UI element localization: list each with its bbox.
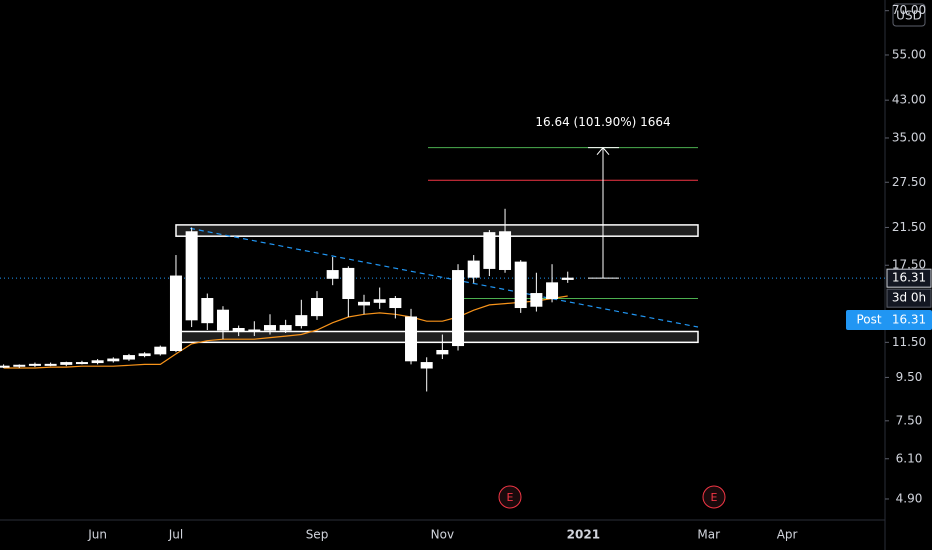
earnings-label: E xyxy=(711,491,718,504)
earnings-circle xyxy=(702,485,726,509)
x-tick-label: Mar xyxy=(697,528,720,542)
post-value: 16.31 xyxy=(892,313,926,327)
candle-body xyxy=(326,270,339,279)
x-tick-label: 2021 xyxy=(567,528,600,542)
measure-label: 16.64 (101.90%) 1664 xyxy=(535,115,670,129)
candle-body xyxy=(389,298,402,309)
countdown-box xyxy=(886,288,932,308)
zone xyxy=(175,224,699,237)
candle-body xyxy=(201,298,214,324)
candle-body xyxy=(311,298,323,317)
candle-body xyxy=(483,232,496,269)
currency-label[interactable]: USD xyxy=(896,9,922,23)
y-tick-label: 4.90 xyxy=(896,491,923,505)
y-tick-label: 11.50 xyxy=(892,335,926,349)
earnings-label: E xyxy=(507,491,514,504)
x-tick-label: Sep xyxy=(306,528,329,542)
candle-body xyxy=(279,325,292,331)
candle-body xyxy=(452,270,465,347)
candle-body xyxy=(138,353,151,357)
candle-body xyxy=(91,360,104,364)
candle-body xyxy=(358,301,371,306)
candle-body xyxy=(28,363,41,366)
last-price-label: 16.31 xyxy=(892,271,926,285)
candle-body xyxy=(436,349,449,355)
earnings-circle xyxy=(498,485,522,509)
x-tick-label: Apr xyxy=(777,528,798,542)
candle-body xyxy=(295,315,308,327)
x-tick-label: Jul xyxy=(168,528,183,542)
post-box xyxy=(846,310,932,330)
x-tick-label: Nov xyxy=(431,528,454,542)
y-tick-label: 6.10 xyxy=(896,451,923,465)
x-tick-label: Jun xyxy=(87,528,107,542)
candle-body xyxy=(75,362,88,365)
candle-body xyxy=(405,316,418,362)
candle-body xyxy=(499,231,512,270)
candle-body xyxy=(216,309,229,331)
y-tick-label: 17.50 xyxy=(892,258,926,272)
y-tick-label: 21.50 xyxy=(892,220,926,234)
candle-body xyxy=(13,364,26,367)
candle-body xyxy=(44,363,57,366)
last-price-box xyxy=(886,268,932,288)
candle-body xyxy=(248,329,261,332)
candle-body xyxy=(263,325,276,331)
candle-body xyxy=(373,299,386,303)
candle-body xyxy=(169,275,182,351)
y-tick-label: 43.00 xyxy=(892,93,926,107)
candle-body xyxy=(420,362,433,369)
post-name: Post xyxy=(856,313,881,327)
candle-body xyxy=(0,365,10,368)
moving-average xyxy=(3,295,568,369)
candle-body xyxy=(546,282,559,300)
candle-body xyxy=(232,328,245,332)
y-tick-label: 55.00 xyxy=(892,47,926,61)
y-tick-label: 7.50 xyxy=(896,413,923,427)
y-tick-label: 9.50 xyxy=(896,370,923,384)
candle-body xyxy=(467,260,480,278)
candle-body xyxy=(122,355,135,360)
candle-body xyxy=(342,267,355,300)
candle-body xyxy=(107,358,120,362)
y-tick-label: 35.00 xyxy=(892,130,926,144)
candle-body xyxy=(185,231,198,321)
currency-box[interactable] xyxy=(892,3,926,27)
candle-body xyxy=(530,293,543,307)
candle-body xyxy=(60,362,73,365)
measure-arrowhead xyxy=(596,146,610,155)
candle-body xyxy=(514,261,527,309)
y-tick-label: 27.50 xyxy=(892,175,926,189)
candle-body xyxy=(154,346,167,355)
candle-body xyxy=(561,277,574,280)
trendline xyxy=(189,227,699,328)
countdown-label: 3d 0h xyxy=(892,291,926,305)
y-tick-label: 70.00 xyxy=(892,3,926,17)
